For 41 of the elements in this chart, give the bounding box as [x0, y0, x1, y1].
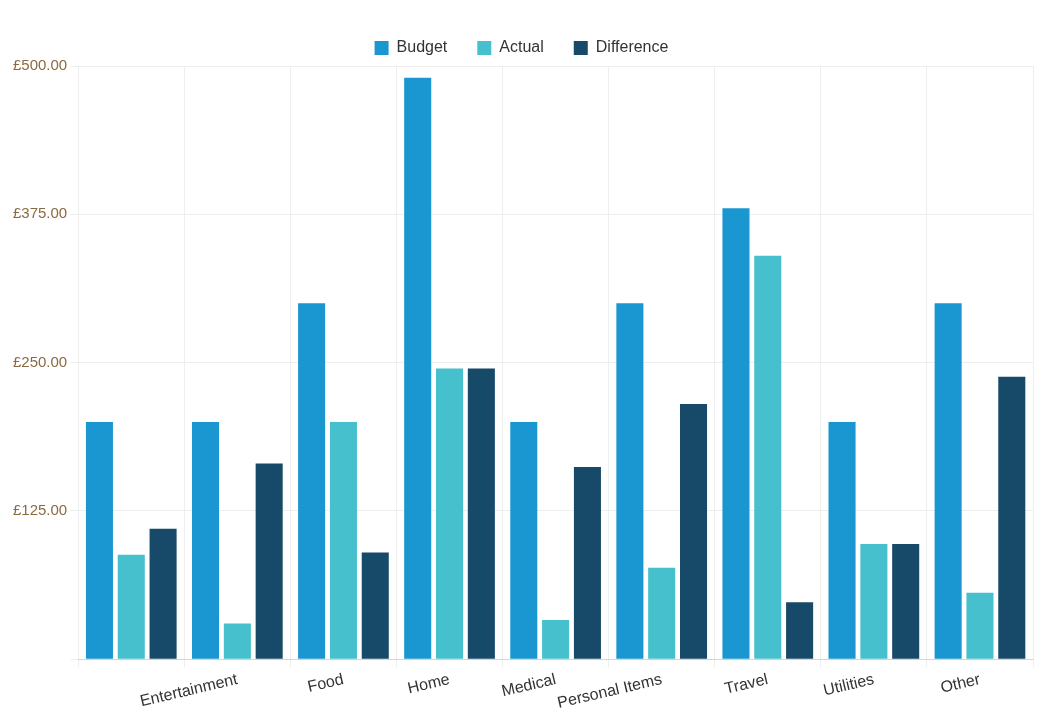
bar	[192, 421, 220, 659]
legend-label: Budget	[396, 38, 448, 56]
x-tick-label: Food	[305, 670, 346, 695]
bar	[542, 620, 570, 659]
bar	[467, 368, 495, 659]
y-tick-label: £500.00	[12, 56, 68, 74]
bar	[361, 552, 389, 659]
bar	[436, 368, 464, 659]
bar	[680, 404, 708, 659]
y-tick-label: £375.00	[12, 204, 68, 222]
bar	[298, 303, 326, 659]
bar	[223, 623, 251, 659]
bar	[828, 421, 856, 659]
bar	[404, 77, 432, 659]
bar	[966, 592, 994, 659]
legend-label: Difference	[595, 38, 669, 56]
x-tick-label: Utilities	[821, 670, 876, 699]
bar	[754, 255, 782, 659]
bar	[255, 463, 283, 659]
bar	[934, 303, 962, 659]
bar	[573, 466, 601, 659]
x-tick-label: Home	[405, 670, 452, 697]
bar	[616, 303, 644, 659]
x-tick-label: Personal Items	[555, 670, 664, 711]
y-tick-label: £250.00	[12, 352, 68, 370]
bar	[722, 208, 750, 659]
x-tick-label: Travel	[722, 670, 770, 697]
bar	[149, 528, 177, 659]
x-tick-label: Other	[938, 670, 983, 696]
bar	[892, 544, 920, 659]
y-tick-label: £125.00	[12, 501, 68, 518]
bar	[510, 421, 538, 659]
bar	[329, 421, 357, 659]
bar	[117, 554, 145, 659]
bar	[998, 376, 1026, 659]
bar	[85, 421, 113, 659]
bar	[860, 544, 888, 659]
bar	[648, 567, 676, 659]
bar	[786, 602, 814, 659]
legend-label: Actual	[499, 38, 544, 56]
x-tick-label: Medical	[499, 670, 558, 700]
